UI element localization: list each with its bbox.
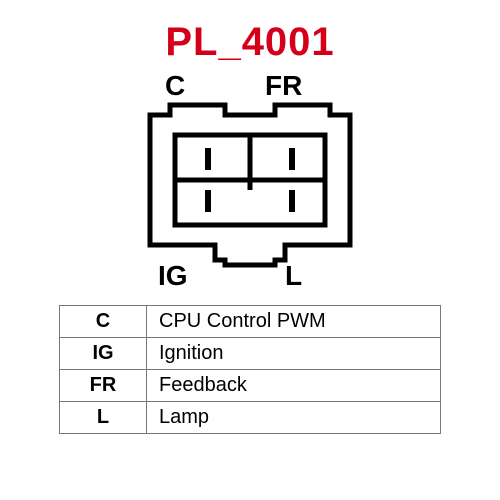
table-row: C CPU Control PWM [60, 306, 440, 338]
connector-diagram: C FR IG L [110, 70, 390, 290]
table-row: FR Feedback [60, 370, 440, 402]
pin-definition-table: C CPU Control PWM IG Ignition FR Feedbac… [59, 305, 441, 434]
pin-code: FR [60, 370, 147, 401]
pin-desc: Lamp [147, 402, 440, 433]
table-row: IG Ignition [60, 338, 440, 370]
pin-desc: Feedback [147, 370, 440, 401]
pin-code: C [60, 306, 147, 337]
pin-code: IG [60, 338, 147, 369]
table-row: L Lamp [60, 402, 440, 433]
connector-svg [110, 70, 390, 290]
pin-code: L [60, 402, 147, 433]
pin-desc: Ignition [147, 338, 440, 369]
part-number-title: PL_4001 [165, 20, 334, 65]
pin-desc: CPU Control PWM [147, 306, 440, 337]
